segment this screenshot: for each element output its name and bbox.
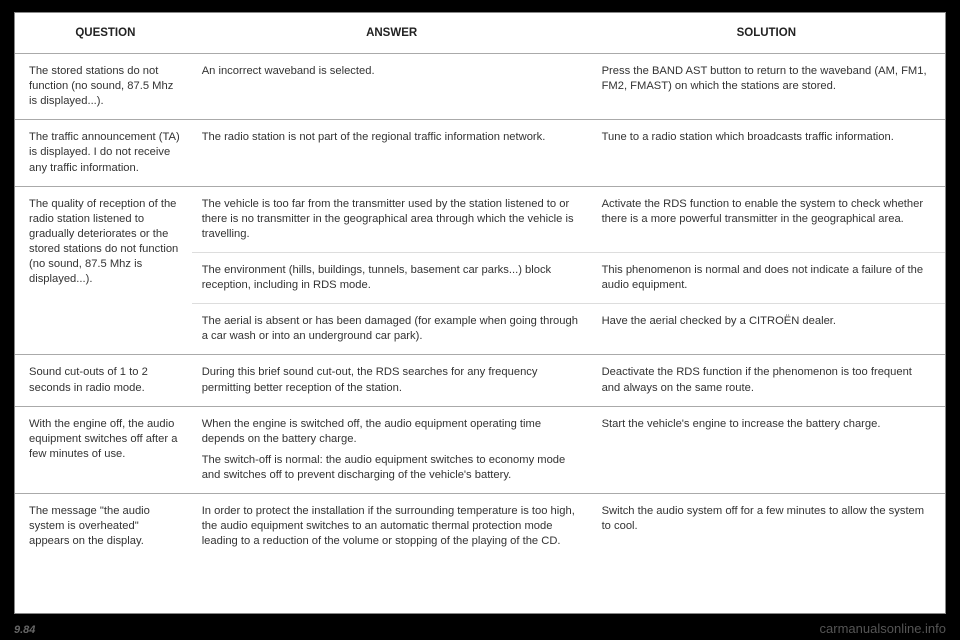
footer: 9.84 carmanualsonline.info bbox=[0, 622, 960, 640]
table-row: The message "the audio system is overhea… bbox=[15, 494, 945, 560]
question-cell: Sound cut-outs of 1 to 2 seconds in radi… bbox=[15, 355, 192, 406]
answer-cell: The radio station is not part of the reg… bbox=[192, 120, 592, 186]
header-row: QUESTION ANSWER SOLUTION bbox=[15, 13, 945, 54]
page-number: 9.84 bbox=[14, 624, 35, 636]
faq-table: QUESTION ANSWER SOLUTION The stored stat… bbox=[15, 13, 945, 559]
manual-page: QUESTION ANSWER SOLUTION The stored stat… bbox=[14, 12, 946, 614]
solution-cell: Start the vehicle's engine to increase t… bbox=[592, 406, 945, 493]
table-row: Sound cut-outs of 1 to 2 seconds in radi… bbox=[15, 355, 945, 406]
solution-cell: This phenomenon is normal and does not i… bbox=[592, 252, 945, 303]
question-cell: The quality of reception of the radio st… bbox=[15, 186, 192, 355]
header-question: QUESTION bbox=[15, 13, 192, 54]
question-cell: The message "the audio system is overhea… bbox=[15, 494, 192, 560]
solution-cell: Deactivate the RDS function if the pheno… bbox=[592, 355, 945, 406]
answer-cell: The environment (hills, buildings, tunne… bbox=[192, 252, 592, 303]
answer-cell: The aerial is absent or has been damaged… bbox=[192, 304, 592, 355]
question-cell: The traffic announcement (TA) is display… bbox=[15, 120, 192, 186]
question-cell: The stored stations do not function (no … bbox=[15, 54, 192, 120]
table-row: The traffic announcement (TA) is display… bbox=[15, 120, 945, 186]
table-row: With the engine off, the audio equipment… bbox=[15, 406, 945, 493]
answer-cell: When the engine is switched off, the aud… bbox=[192, 406, 592, 493]
answer-cell: An incorrect waveband is selected. bbox=[192, 54, 592, 120]
table-row: The quality of reception of the radio st… bbox=[15, 186, 945, 252]
answer-cell: The vehicle is too far from the transmit… bbox=[192, 186, 592, 252]
solution-cell: Activate the RDS function to enable the … bbox=[592, 186, 945, 252]
solution-cell: Switch the audio system off for a few mi… bbox=[592, 494, 945, 560]
solution-cell: Press the BAND AST button to return to t… bbox=[592, 54, 945, 120]
solution-cell: Have the aerial checked by a CITROËN dea… bbox=[592, 304, 945, 355]
header-solution: SOLUTION bbox=[592, 13, 945, 54]
answer-cell: During this brief sound cut-out, the RDS… bbox=[192, 355, 592, 406]
answer-cell: In order to protect the installation if … bbox=[192, 494, 592, 560]
solution-cell: Tune to a radio station which broadcasts… bbox=[592, 120, 945, 186]
answer-para: When the engine is switched off, the aud… bbox=[202, 417, 582, 447]
header-answer: ANSWER bbox=[192, 13, 592, 54]
watermark: carmanualsonline.info bbox=[820, 621, 946, 636]
question-cell: With the engine off, the audio equipment… bbox=[15, 406, 192, 493]
table-row: The stored stations do not function (no … bbox=[15, 54, 945, 120]
answer-para: The switch-off is normal: the audio equi… bbox=[202, 453, 582, 483]
